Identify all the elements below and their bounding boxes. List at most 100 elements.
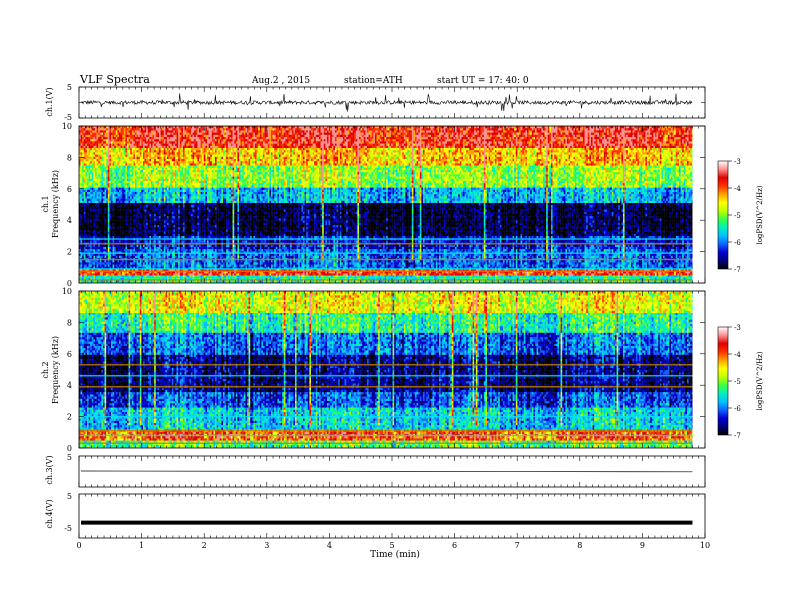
ch1-spec-cell: [173, 255, 176, 259]
ch1-spec-cell: [147, 275, 150, 278]
ch1-spec-cell: [114, 163, 116, 166]
ch1-spec-cell: [123, 231, 126, 234]
ch1-spec-cell: [163, 209, 166, 212]
ch1-spec-cell: [146, 163, 148, 166]
ch1-spec-cell: [175, 126, 177, 129]
ch1-spec-cell: [179, 174, 182, 177]
ch1-spec-cell: [120, 275, 123, 278]
ch1-spec-cell: [80, 255, 83, 259]
ch1-spec-cell: [99, 148, 102, 151]
ch1-spec-cell: [136, 266, 139, 270]
ch1-spec-cell: [104, 277, 107, 281]
ch1-spec-cell: [149, 170, 152, 173]
ch1-spec-cell: [96, 148, 99, 151]
ch1-spec-cell: [151, 236, 153, 239]
ch1-spec-cell: [167, 148, 169, 151]
ch1-spec-cell: [178, 139, 180, 142]
ch1-spec-cell: [133, 233, 136, 237]
ch1-spec-cell: [138, 205, 140, 208]
ch1-spec-cell: [115, 214, 118, 217]
ch1-spec-cell: [151, 134, 153, 138]
ch1-spec-cell: [109, 203, 112, 206]
ch1-spec-cell: [99, 178, 102, 182]
ch1-spec-cell: [183, 143, 185, 146]
ch1-spec-cell: [128, 216, 131, 219]
ch1-spec-cell: [80, 269, 83, 272]
ch1-spec-cell: [147, 143, 150, 146]
ch1-spec-cell: [155, 211, 158, 215]
ch1-spec-cell: [83, 236, 86, 239]
ch1-spec-cell: [139, 167, 142, 171]
ch1-spec-cell: [139, 211, 142, 215]
ch1-spec-cell: [101, 154, 104, 157]
ch1-spec-cell: [162, 137, 164, 140]
ch1-spec-cell: [130, 236, 132, 239]
ch1-spec-cell: [136, 148, 139, 151]
ch1-spec-cell: [85, 189, 88, 193]
ch1-spec-cell: [136, 156, 139, 160]
ch1-spec-cell: [183, 148, 185, 151]
ch1-spec-cell: [143, 222, 145, 226]
ch1-spec-cell: [147, 198, 150, 201]
ch1-spec-cell: [159, 203, 161, 206]
ch1-spec-cell: [181, 200, 184, 204]
ch1-spec-cell: [135, 170, 137, 173]
ch1-spec-cell: [106, 165, 108, 168]
ch1-spec-cell: [99, 187, 102, 190]
ch1-spec-cell: [104, 229, 107, 232]
ch1-spec-cell: [123, 170, 126, 173]
ch1-spec-cell: [138, 174, 140, 177]
ch1-spec-cell: [125, 225, 128, 228]
ch1-spec-cell: [80, 275, 83, 278]
ch1-spec-cell: [178, 253, 180, 256]
ch1-spec-cell: [115, 139, 118, 142]
ch1-spec-cell: [99, 229, 102, 232]
ch1-spec-cell: [144, 185, 147, 188]
ch1-spec-cell: [159, 222, 161, 226]
ch1-spec-cell: [103, 192, 105, 195]
ch1-spec-cell: [159, 225, 161, 228]
ch1-spec-cell: [138, 152, 140, 155]
ch1-spec-cell: [79, 152, 81, 155]
ch1-spec-cell: [163, 233, 166, 237]
ch1-spec-cell: [152, 227, 155, 230]
ch1-spec-cell: [101, 189, 104, 193]
ch1-spec-cell: [117, 244, 120, 248]
ch1-spec-cell: [80, 214, 83, 217]
ch1-spec-cell: [98, 137, 100, 140]
ch1-spec-cell: [88, 249, 91, 252]
ch1-spec-cell: [173, 229, 176, 232]
ch1-spec-cell: [155, 163, 158, 166]
ch1-spec-cell: [87, 236, 89, 239]
ch1-spec-cell: [152, 222, 155, 226]
ch1-spec-cell: [88, 132, 91, 135]
ch1-spec-cell: [167, 280, 169, 283]
ch1-spec-cell: [170, 218, 172, 221]
ch1-spec-cell: [162, 222, 164, 226]
ch1-spec-cell: [143, 229, 145, 232]
ch1-spec-cell: [168, 152, 171, 155]
ch1-spec-cell: [98, 233, 100, 237]
ch1-spec-cell: [144, 218, 147, 221]
ch1-spec-cell: [178, 255, 180, 259]
ch1-spec-cell: [143, 134, 145, 138]
ch1-spec-cell: [109, 161, 112, 164]
ch1-spec-cell: [160, 247, 163, 250]
ch1-spec-cell: [167, 137, 169, 140]
ch1-spec-cell: [171, 196, 174, 199]
ch1-spec-cell: [79, 211, 81, 215]
ch1-spec-cell: [96, 198, 99, 201]
ch1-spec-cell: [130, 170, 132, 173]
ch1-spec-cell: [175, 196, 177, 199]
ch1-spec-cell: [168, 185, 171, 188]
ch1-spec-cell: [87, 189, 89, 193]
ch1-spec-cell: [160, 132, 163, 135]
ch1-spec-cell: [151, 249, 153, 252]
ch1-spec-cell: [85, 187, 88, 190]
ch1-spec-cell: [151, 253, 153, 256]
ch1-spec-cell: [96, 277, 99, 281]
ch1-spec-cell: [171, 262, 174, 265]
ch1-spec-cell: [179, 189, 182, 193]
ch1-spec-cell: [90, 152, 92, 155]
ch1-spec-cell: [170, 260, 172, 263]
